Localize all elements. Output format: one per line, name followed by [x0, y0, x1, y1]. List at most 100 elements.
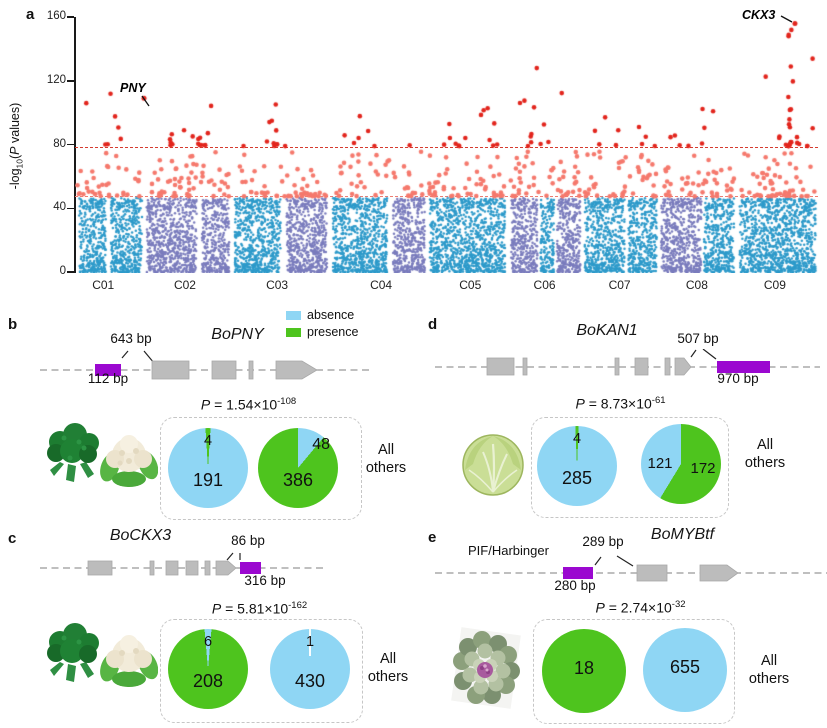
exon-box — [486, 357, 515, 376]
cabbage-image — [462, 434, 524, 496]
absence-swatch-icon — [286, 310, 301, 320]
chromosome-label: C04 — [370, 278, 393, 292]
exon-box — [634, 357, 649, 376]
panel-e-gene-title: BoMYBtf — [650, 526, 715, 543]
panel-e-letter: e — [428, 529, 437, 546]
panel-b-all-others-label: All others — [365, 442, 407, 477]
panel-b-pie-crop: 4 191 — [168, 428, 248, 508]
pie-minor-count: 6 — [203, 634, 213, 650]
exon-box — [87, 560, 113, 576]
panel-e-pie-crop: 18 — [542, 629, 626, 713]
insertion-box — [240, 562, 261, 574]
broccoli-image — [47, 623, 99, 682]
exon-box — [636, 564, 668, 582]
presence-label: presence — [307, 325, 359, 339]
panel-b-insertion-size-label: 112 bp — [87, 371, 129, 386]
panel-e-all-others-label: All others — [748, 653, 790, 688]
panel-e-insertion-size-label: 280 bp — [554, 578, 596, 593]
panel-b-pie-others: 48 386 — [258, 428, 338, 508]
panel-d-insertion-size-label: 970 bp — [717, 371, 759, 386]
insertion-box — [717, 361, 770, 373]
panel-a-letter: a — [26, 6, 35, 23]
chromosome-label: C02 — [173, 278, 196, 292]
pie-major-count: 430 — [294, 671, 326, 691]
ornamental-kale-image — [451, 627, 521, 709]
pie-major-count: 386 — [282, 470, 314, 490]
panel-d-pie-crop: 4 285 — [537, 426, 617, 506]
panel-e-pie-others: 655 — [643, 628, 727, 712]
y-tick-mark — [67, 271, 74, 273]
slice-divider — [309, 629, 311, 656]
panel-c-pie-crop: 6 208 — [168, 629, 248, 709]
pie-presence-count: 172 — [690, 460, 716, 477]
panel-c-gene-diagram — [40, 552, 325, 576]
panel-c-all-others-label: All others — [367, 651, 409, 686]
panel-d-p-value: P = 8.73×10-61 — [575, 395, 666, 412]
exon-box — [151, 360, 190, 380]
chromosome-label: C07 — [608, 278, 631, 292]
panel-b-gene-diagram — [40, 350, 370, 380]
panel-d-all-others-label: All others — [744, 437, 786, 472]
y-tick-label: 0 — [59, 265, 66, 277]
panel-c-pie-others: 1 430 — [270, 629, 350, 709]
gene-hit-label-pny: PNY — [120, 81, 146, 95]
y-tick-label: 80 — [53, 137, 66, 150]
chromosome-label: C01 — [92, 278, 115, 292]
broccoli-image — [47, 423, 99, 482]
exon-bar — [522, 357, 528, 376]
pie-major-count: 285 — [561, 468, 593, 488]
chromosome-label: C03 — [266, 278, 289, 292]
insertion-box — [563, 567, 593, 579]
exon-bar — [664, 357, 671, 376]
exon-bar — [149, 560, 155, 576]
pie-minor-count: 1 — [305, 634, 315, 650]
panel-d-gene-title: BoKAN1 — [576, 322, 638, 339]
pie-count: 18 — [573, 658, 595, 678]
panel-c-distance-label: 86 bp — [231, 533, 265, 548]
y-tick-label: 160 — [46, 10, 66, 22]
chromosome-label: C05 — [459, 278, 482, 292]
legend-item-absence: absence — [286, 308, 354, 322]
y-tick-mark — [67, 143, 74, 146]
presence-swatch-icon — [286, 327, 301, 337]
pie-minor-count: 4 — [203, 433, 213, 449]
pie-minor-count: 48 — [312, 436, 330, 453]
absence-label: absence — [307, 308, 355, 322]
pie-count: 655 — [669, 657, 701, 677]
gene-arrow — [275, 360, 318, 380]
y-tick-label: 120 — [46, 73, 66, 86]
insertion-box — [95, 364, 121, 376]
panel-e-gene-diagram — [435, 555, 827, 582]
chromosome-label: C08 — [685, 278, 708, 292]
exon-bar — [248, 360, 254, 380]
exon-box — [165, 560, 179, 576]
chromosome-label: C09 — [763, 278, 786, 292]
panel-d-gene-diagram — [435, 349, 820, 376]
gene-arrow — [215, 560, 237, 576]
panel-c-letter: c — [8, 530, 17, 547]
chromosome-label: C06 — [533, 278, 556, 292]
panel-d-letter: d — [428, 316, 438, 333]
cauliflower-image — [100, 635, 158, 687]
exon-box — [185, 560, 199, 576]
panel-e-p-value: P = 2.74×10-32 — [595, 599, 686, 616]
gene-arrow — [699, 564, 739, 582]
legend-item-presence: presence — [286, 325, 358, 339]
y-tick-mark — [67, 16, 74, 18]
manhattan-plot-canvas — [75, 17, 818, 273]
pie-major-count: 191 — [192, 470, 224, 490]
y-tick-mark — [67, 207, 74, 209]
cauliflower-image — [100, 435, 158, 487]
panel-c-p-value: P = 5.81×10-162 — [211, 600, 308, 617]
exon-bar — [204, 560, 211, 576]
panel-d-distance-label: 507 bp — [677, 331, 719, 346]
pie-major-count: 208 — [192, 671, 224, 691]
y-axis-label: -log10(P values) — [8, 102, 25, 190]
y-axis-line — [74, 17, 76, 273]
panel-e-transposon-label: PIF/Harbinger — [468, 543, 549, 558]
panel-c-insertion-size-label: 316 bp — [244, 573, 286, 588]
pie-absence-count: 121 — [647, 455, 673, 472]
y-tick-mark — [67, 80, 74, 82]
gene-hit-label-ckx3: CKX3 — [742, 8, 776, 22]
